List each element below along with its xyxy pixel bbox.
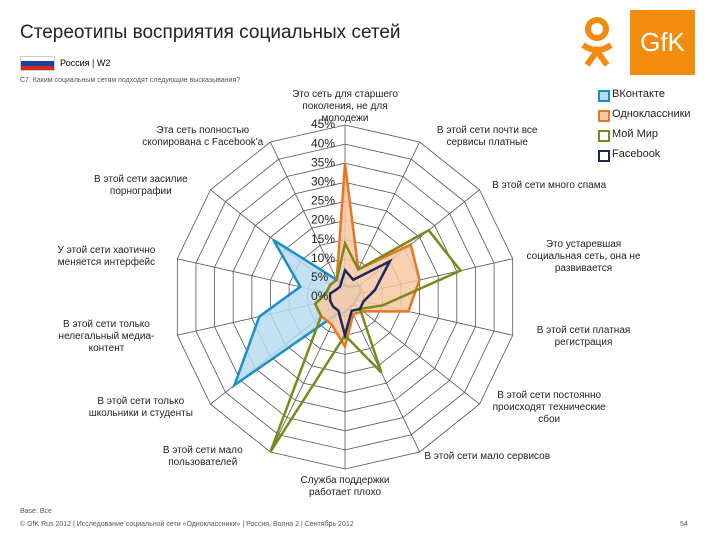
category-label: Это устаревшая социальная сеть, она не р…: [526, 239, 641, 275]
category-label: В этой сети только нелегальный медиа-кон…: [58, 318, 155, 354]
category-label: В этой сети платная регистрация: [536, 324, 631, 348]
series-area: [328, 258, 393, 340]
y-tick-label: 0%: [311, 289, 329, 303]
gfk-logo: GfK: [630, 10, 695, 75]
y-tick-label: 5%: [311, 270, 329, 284]
grid-ring: [176, 124, 514, 470]
copyright: © GfK Rus 2012 | Исследование социальной…: [20, 521, 354, 528]
y-tick-label: 25%: [311, 194, 335, 208]
category-label: У этой сети хаотично меняется интерфейс: [57, 245, 156, 269]
legend-swatch: [598, 130, 610, 142]
slide-title: Стереотипы восприятия социальных сетей: [20, 22, 401, 43]
grid-ring: [214, 162, 476, 432]
y-tick-label: 10%: [311, 251, 335, 265]
category-label: В этой сети мало пользователей: [162, 445, 243, 469]
legend-label: ВКонтакте: [612, 88, 665, 100]
page-number: 54: [680, 521, 688, 528]
category-label: В этой сети засилие порнографии: [94, 174, 188, 198]
legend-label: Одноклассники: [612, 108, 691, 120]
base: Base: Все: [20, 508, 52, 515]
question: C7. Каким социальным сетям подходят след…: [20, 77, 241, 84]
ok-logo: [581, 17, 613, 67]
legend-swatch: [598, 110, 610, 122]
category-label: Служба поддержки работает плохо: [300, 475, 390, 498]
y-tick-label: 20%: [311, 213, 335, 227]
grid-ring: [251, 201, 439, 393]
legend-swatch: [598, 150, 610, 162]
y-tick-label: 35%: [311, 155, 335, 169]
y-tick-label: 15%: [311, 232, 335, 246]
category-label: В этой сети почти все сервисы платные: [436, 124, 538, 148]
legend-swatch: [598, 90, 610, 102]
y-tick-label: 40%: [311, 136, 335, 150]
legend-label: Facebook: [612, 148, 661, 160]
legend-label: Мой Мир: [612, 128, 659, 140]
category-label: В этой сети мало сервисов: [424, 451, 551, 463]
grid-ring: [232, 181, 458, 413]
category-label: В этой сети постоянно происходят техниче…: [492, 389, 606, 425]
category-label: Эта сеть полностью скопирована с Faceboo…: [142, 124, 264, 148]
spoke: [270, 141, 346, 298]
spoke: [344, 296, 480, 405]
y-tick-label: 45%: [311, 117, 335, 131]
region: Россия | W2: [60, 58, 111, 68]
category-label: В этой сети много спама: [492, 180, 607, 192]
category-label: В этой сети только школьники и студенты: [88, 395, 193, 419]
category-label: Это сеть для старшего поколения, не для …: [292, 89, 398, 124]
spoke: [344, 296, 420, 453]
flag: [20, 56, 55, 71]
grid-ring: [195, 143, 495, 451]
y-tick-label: 30%: [311, 175, 335, 189]
